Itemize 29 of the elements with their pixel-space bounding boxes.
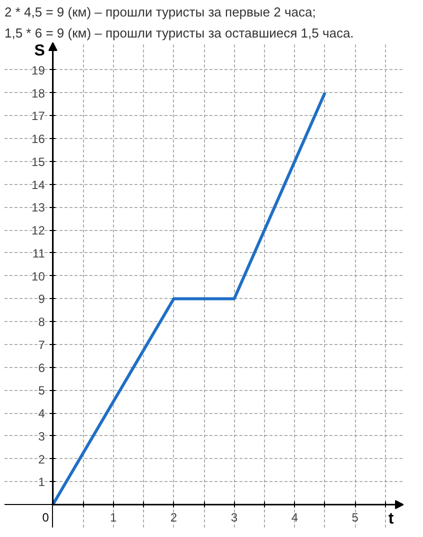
y-tick-label: 17 xyxy=(32,109,46,124)
x-tick-label: 1 xyxy=(110,510,117,525)
y-tick-label: 10 xyxy=(32,269,46,284)
y-tick-label: 15 xyxy=(32,154,46,169)
y-tick-label: 11 xyxy=(32,246,46,260)
y-tick-label: 19 xyxy=(32,63,46,78)
y-tick-label: 2 xyxy=(38,452,46,466)
y-tick-label: 12 xyxy=(32,224,46,238)
y-tick-label: 4 xyxy=(38,406,46,421)
x-tick-label: 5 xyxy=(352,510,359,525)
y-tick-label: 18 xyxy=(32,86,46,100)
text: 1,5 * 6 = 9 (км) – прошли туристы за оставшиеся 1,5 часа. xyxy=(4,26,354,40)
y-axis-title: S xyxy=(34,42,46,60)
y-tick-label: 8 xyxy=(38,315,46,330)
text: 2 * 4,5 = 9 (км) – прошли туристы за первые 2 часа; xyxy=(4,4,316,20)
y-tick-label: 14 xyxy=(32,178,46,192)
x-tick-label: 2 xyxy=(170,510,178,525)
y-tick-label: 7 xyxy=(38,338,46,352)
x-tick-label: 3 xyxy=(230,510,238,525)
x-tick-label: 4 xyxy=(291,510,298,525)
y-tick-label: 1 xyxy=(38,475,46,490)
y-tick-label: 16 xyxy=(32,132,46,146)
y-tick-label: 6 xyxy=(38,360,46,375)
y-tick-label: 13 xyxy=(32,200,46,215)
x-tick-label: 0 xyxy=(42,510,50,525)
x-axis-title: t xyxy=(388,510,394,528)
y-tick-label: 9 xyxy=(38,292,46,306)
y-tick-label: 5 xyxy=(38,384,46,398)
y-tick-label: 3 xyxy=(38,429,46,444)
